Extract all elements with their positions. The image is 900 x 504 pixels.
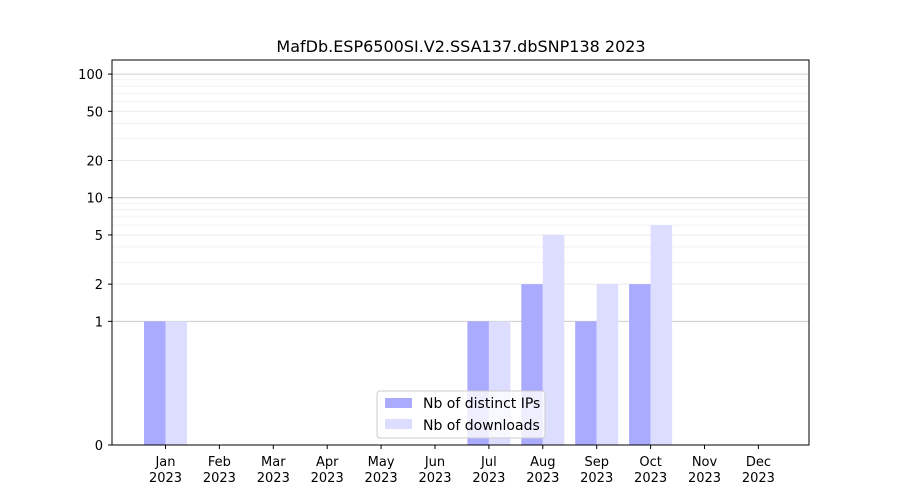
legend-label-distinct-ips: Nb of distinct IPs [423, 396, 540, 412]
x-tick-label: Nov 2023 [688, 455, 721, 486]
bar-downloads [542, 234, 565, 445]
y-axis: 0 1 2 5 10 20 50 100 [78, 68, 112, 454]
plot-frame [111, 59, 810, 446]
y-tick-label: 50 [86, 105, 103, 120]
x-tick-label: Jun 2023 [418, 455, 451, 486]
bar-distinct-ips [144, 321, 166, 445]
legend-swatch-distinct-ips [385, 398, 412, 408]
bar-downloads [165, 321, 187, 445]
y-tick-label: 10 [86, 192, 103, 207]
bar-distinct-ips [629, 284, 651, 445]
y-tick-label: 20 [86, 155, 103, 170]
x-tick-label: Jul 2023 [472, 455, 505, 486]
x-tick-label: Feb 2023 [203, 455, 236, 486]
x-axis: Jan 2023 Feb 2023 Mar 2023 Apr 2023 May 2023 Jun 20… [149, 445, 775, 486]
bar-downloads [596, 284, 619, 445]
bars [144, 225, 673, 445]
legend-box [376, 390, 546, 439]
bar-distinct-ips [575, 321, 597, 445]
legend: Nb of distinct IPs Nb of downloads [376, 390, 546, 439]
legend-swatch-downloads [385, 419, 412, 429]
bar-downloads [650, 225, 673, 445]
y-tick-label: 100 [78, 68, 103, 83]
x-tick-label: Oct 2023 [634, 455, 667, 486]
y-tick-label: 0 [95, 439, 103, 454]
gridlines [112, 73, 809, 322]
chart-title: MafDb.ESP6500SI.V2.SSA137.dbSNP138 2023 [276, 37, 645, 56]
legend-label-downloads: Nb of downloads [423, 418, 540, 434]
x-tick-label: Aug 2023 [526, 455, 559, 486]
x-tick-label: Sep 2023 [580, 455, 613, 486]
x-tick-label: May 2023 [365, 455, 398, 486]
y-tick-label: 5 [95, 229, 103, 244]
y-tick-label: 2 [95, 278, 103, 293]
y-tick-label: 1 [95, 315, 103, 330]
x-tick-label: Jan 2023 [149, 455, 182, 486]
x-tick-label: Mar 2023 [257, 455, 290, 486]
x-tick-label: Apr 2023 [311, 455, 344, 486]
x-tick-label: Dec 2023 [742, 455, 775, 486]
